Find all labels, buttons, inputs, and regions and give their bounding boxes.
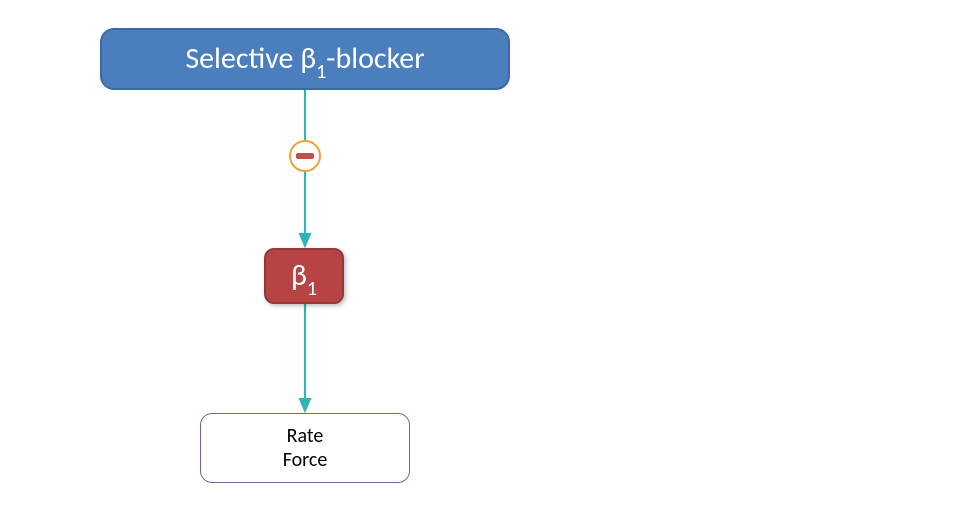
mid-label: β1 xyxy=(291,257,317,295)
node-beta1-receptor: β1 xyxy=(264,248,344,304)
mid-label-sub: 1 xyxy=(307,277,317,301)
mid-label-sym: β xyxy=(291,257,307,294)
top-label-sub: 1 xyxy=(316,60,326,84)
bottom-label-force: Force xyxy=(283,448,328,472)
top-label-post: -blocker xyxy=(326,40,424,77)
minus-icon xyxy=(296,153,314,159)
bottom-label-rate: Rate xyxy=(287,424,324,448)
diagram-canvas: { "type": "flowchart", "background_color… xyxy=(0,0,960,512)
top-label-pre: Selective xyxy=(185,40,300,77)
top-label-sym: β xyxy=(300,40,316,77)
top-label: Selective β1-blocker xyxy=(185,40,424,78)
bottom-labels: Rate Force xyxy=(283,424,328,472)
node-rate-force: Rate Force xyxy=(200,413,410,483)
node-selective-beta1-blocker: Selective β1-blocker xyxy=(100,28,510,90)
inhibition-marker xyxy=(289,140,321,172)
